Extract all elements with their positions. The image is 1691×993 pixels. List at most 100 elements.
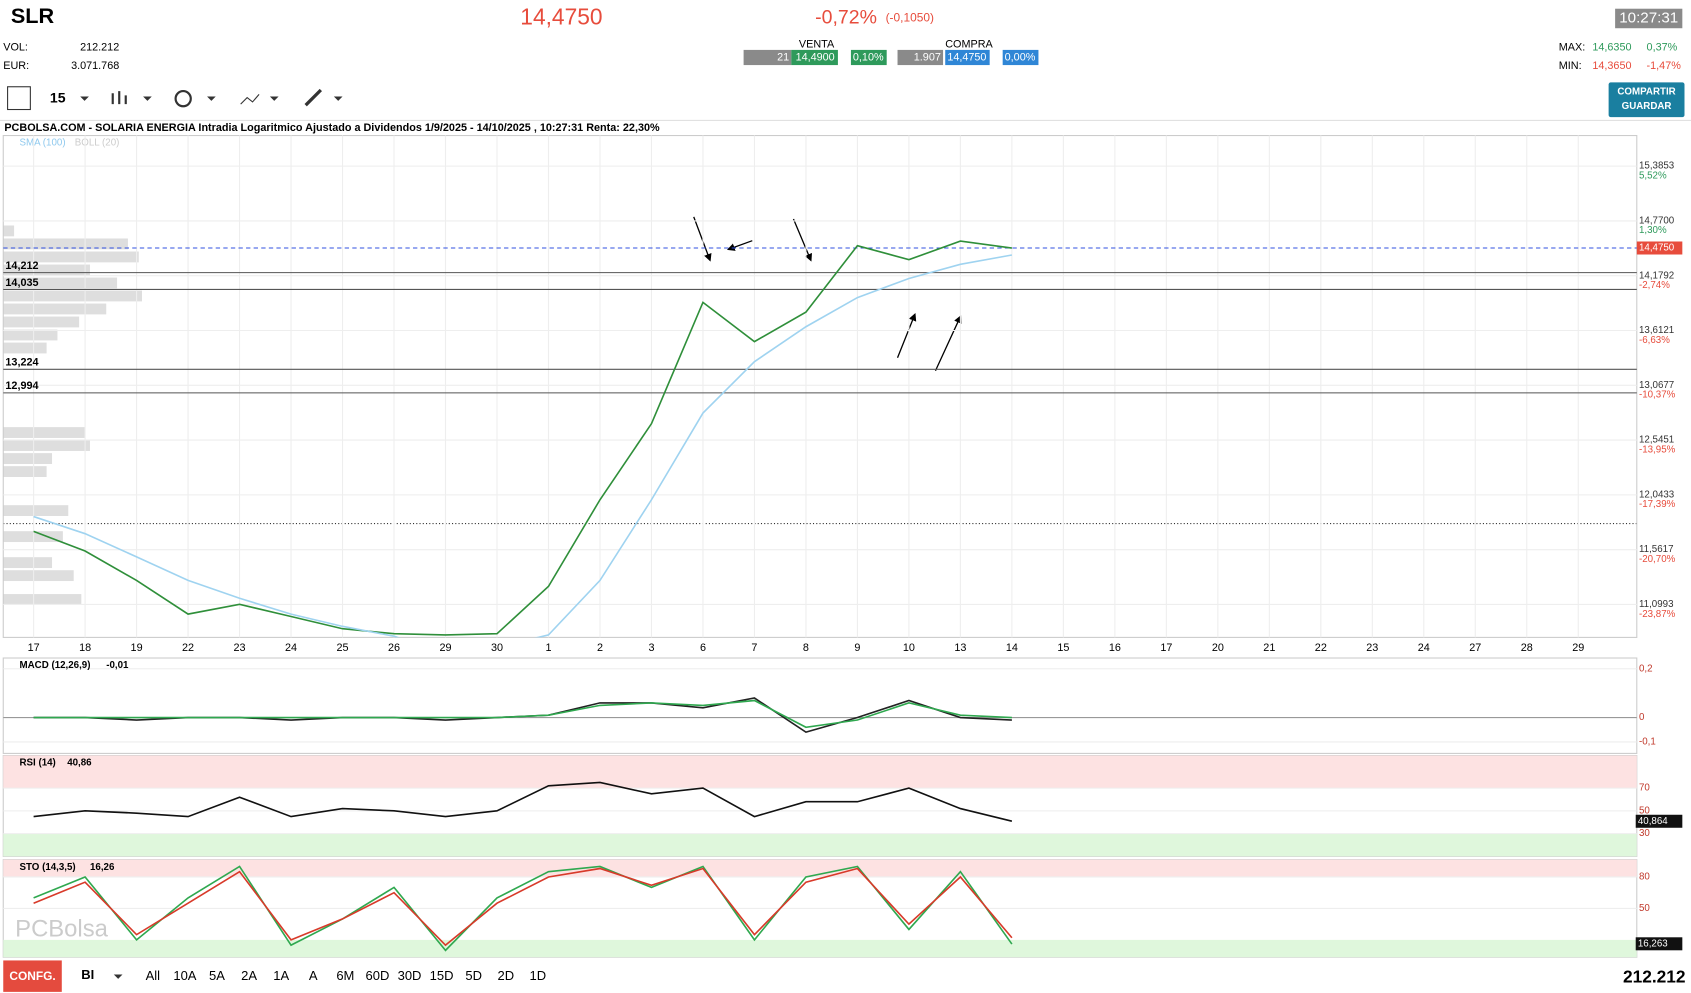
- change: -0,72%: [815, 7, 877, 29]
- x-tick-label: 16: [1109, 642, 1121, 654]
- y-tick-label: 14,1792: [1639, 270, 1674, 281]
- sell-pct: 0,10%: [853, 51, 884, 63]
- x-tick-label: 23: [234, 642, 246, 654]
- level-label: 12,994: [5, 380, 38, 392]
- y-tick-change: -17,39%: [1639, 499, 1676, 510]
- settings-icon[interactable]: [174, 90, 192, 108]
- config[interactable]: CONFG.: [9, 969, 55, 983]
- draw-icon[interactable]: [304, 88, 323, 107]
- max-pct: 0,37%: [1647, 42, 1678, 54]
- range-button[interactable]: 5D: [465, 968, 482, 983]
- time-box: [1615, 8, 1683, 29]
- range-button[interactable]: 1A: [273, 968, 289, 983]
- range-button[interactable]: 10A: [173, 968, 196, 983]
- range-button[interactable]: 15D: [430, 968, 454, 983]
- indicator-current: -0,01: [106, 660, 129, 671]
- price-tag: [1636, 241, 1683, 255]
- x-tick-label: 24: [285, 642, 297, 654]
- y-tick-change: -6,63%: [1639, 335, 1670, 346]
- y-tick-label: 13,6121: [1639, 325, 1674, 336]
- y-tick-label: 13,0677: [1639, 380, 1674, 391]
- level-label: 13,224: [5, 357, 38, 369]
- range-button[interactable]: All: [146, 968, 161, 983]
- buy-price: 14,4750: [947, 51, 986, 63]
- y-tick-label: 0,2: [1639, 663, 1653, 674]
- x-tick-label: 26: [388, 642, 400, 654]
- range-button[interactable]: A: [309, 968, 318, 983]
- x-tick-label: 3: [648, 642, 654, 654]
- series-line: [33, 697, 1012, 734]
- config-button[interactable]: [3, 960, 62, 992]
- pane-frame: [2, 134, 1638, 638]
- y-tick-label: 12,0433: [1639, 489, 1674, 500]
- chart-title: PCBOLSA.COM - SOLARIA ENERGIA Intradia L…: [4, 122, 660, 134]
- range-button[interactable]: 6M: [336, 968, 354, 983]
- range-button[interactable]: 2A: [241, 968, 257, 983]
- panel-toggle[interactable]: [7, 86, 31, 111]
- y-tick-change: -2,74%: [1639, 280, 1670, 291]
- x-tick-label: 6: [700, 642, 706, 654]
- range-button[interactable]: 30D: [398, 968, 422, 983]
- box: [743, 49, 792, 66]
- y-tick-label: -0,1: [1639, 737, 1656, 748]
- vol-label: VOL:: [3, 42, 28, 54]
- save[interactable]: GUARDAR: [1622, 101, 1672, 112]
- range-button[interactable]: 5A: [209, 968, 225, 983]
- indicator-icon[interactable]: [240, 93, 260, 105]
- watermark: PCBolsa: [15, 915, 108, 942]
- time: 10:27:31: [1619, 9, 1678, 26]
- pane-frame: [2, 657, 1638, 754]
- y-tick-change: 5,52%: [1639, 170, 1667, 181]
- box: [945, 49, 990, 66]
- x-tick-label: 1: [545, 642, 551, 654]
- x-tick-label: 29: [439, 642, 451, 654]
- range-button[interactable]: 1D: [530, 968, 547, 983]
- y-tick-label: 30: [1639, 828, 1650, 839]
- x-tick-label: 14: [1006, 642, 1018, 654]
- share-button[interactable]: [1608, 82, 1685, 118]
- x-tick-label: 23: [1366, 642, 1378, 654]
- x-tick-label: 22: [1315, 642, 1327, 654]
- share[interactable]: COMPARTIR: [1617, 87, 1675, 98]
- vol: 212.212: [80, 42, 119, 54]
- x-tick-label: 24: [1418, 642, 1430, 654]
- y-tick-label: 70: [1639, 783, 1650, 794]
- x-tick-label: 30: [491, 642, 503, 654]
- symbol: SLR: [11, 3, 55, 28]
- min-label: MIN:: [1559, 60, 1582, 72]
- range-button[interactable]: 60D: [366, 968, 390, 983]
- box: [791, 49, 838, 66]
- indicator-label: SMA (100): [20, 138, 66, 149]
- mode[interactable]: BI: [81, 967, 94, 982]
- x-tick-label: 7: [751, 642, 757, 654]
- y-tick-label: 80: [1639, 872, 1650, 883]
- min: 14,3650: [1592, 60, 1631, 72]
- min-pct: -1,47%: [1647, 60, 1682, 72]
- price-tag-label: 14,4750: [1639, 243, 1675, 254]
- indicator-title: STO (14,3,5): [20, 862, 76, 873]
- y-tick-change: -13,95%: [1639, 444, 1676, 455]
- series-line: [33, 865, 1013, 952]
- price: 14,4750: [520, 3, 602, 29]
- y-tick-label: 14,7700: [1639, 215, 1675, 226]
- chart-type-icon[interactable]: [111, 91, 127, 105]
- range-button[interactable]: 2D: [497, 968, 514, 983]
- box: [850, 49, 887, 66]
- series-line: [33, 781, 1013, 822]
- change-abs: (-0,1050): [886, 11, 934, 25]
- x-tick-label: 15: [1057, 642, 1069, 654]
- indicator-title: RSI (14): [20, 758, 56, 769]
- eur: 3.071.768: [71, 60, 119, 72]
- x-tick-label: 21: [1263, 642, 1275, 654]
- x-tick-label: 22: [182, 642, 194, 654]
- oversold-zone: [3, 939, 1637, 958]
- interval[interactable]: 15: [50, 89, 66, 105]
- indicator-title: MACD (12,26,9): [20, 660, 91, 671]
- sell-label: VENTA: [799, 38, 835, 50]
- x-tick-label: 29: [1572, 642, 1584, 654]
- box: [1002, 49, 1039, 66]
- volume-profile: [3, 225, 143, 605]
- x-tick-label: 2: [597, 642, 603, 654]
- x-tick-label: 10: [903, 642, 915, 654]
